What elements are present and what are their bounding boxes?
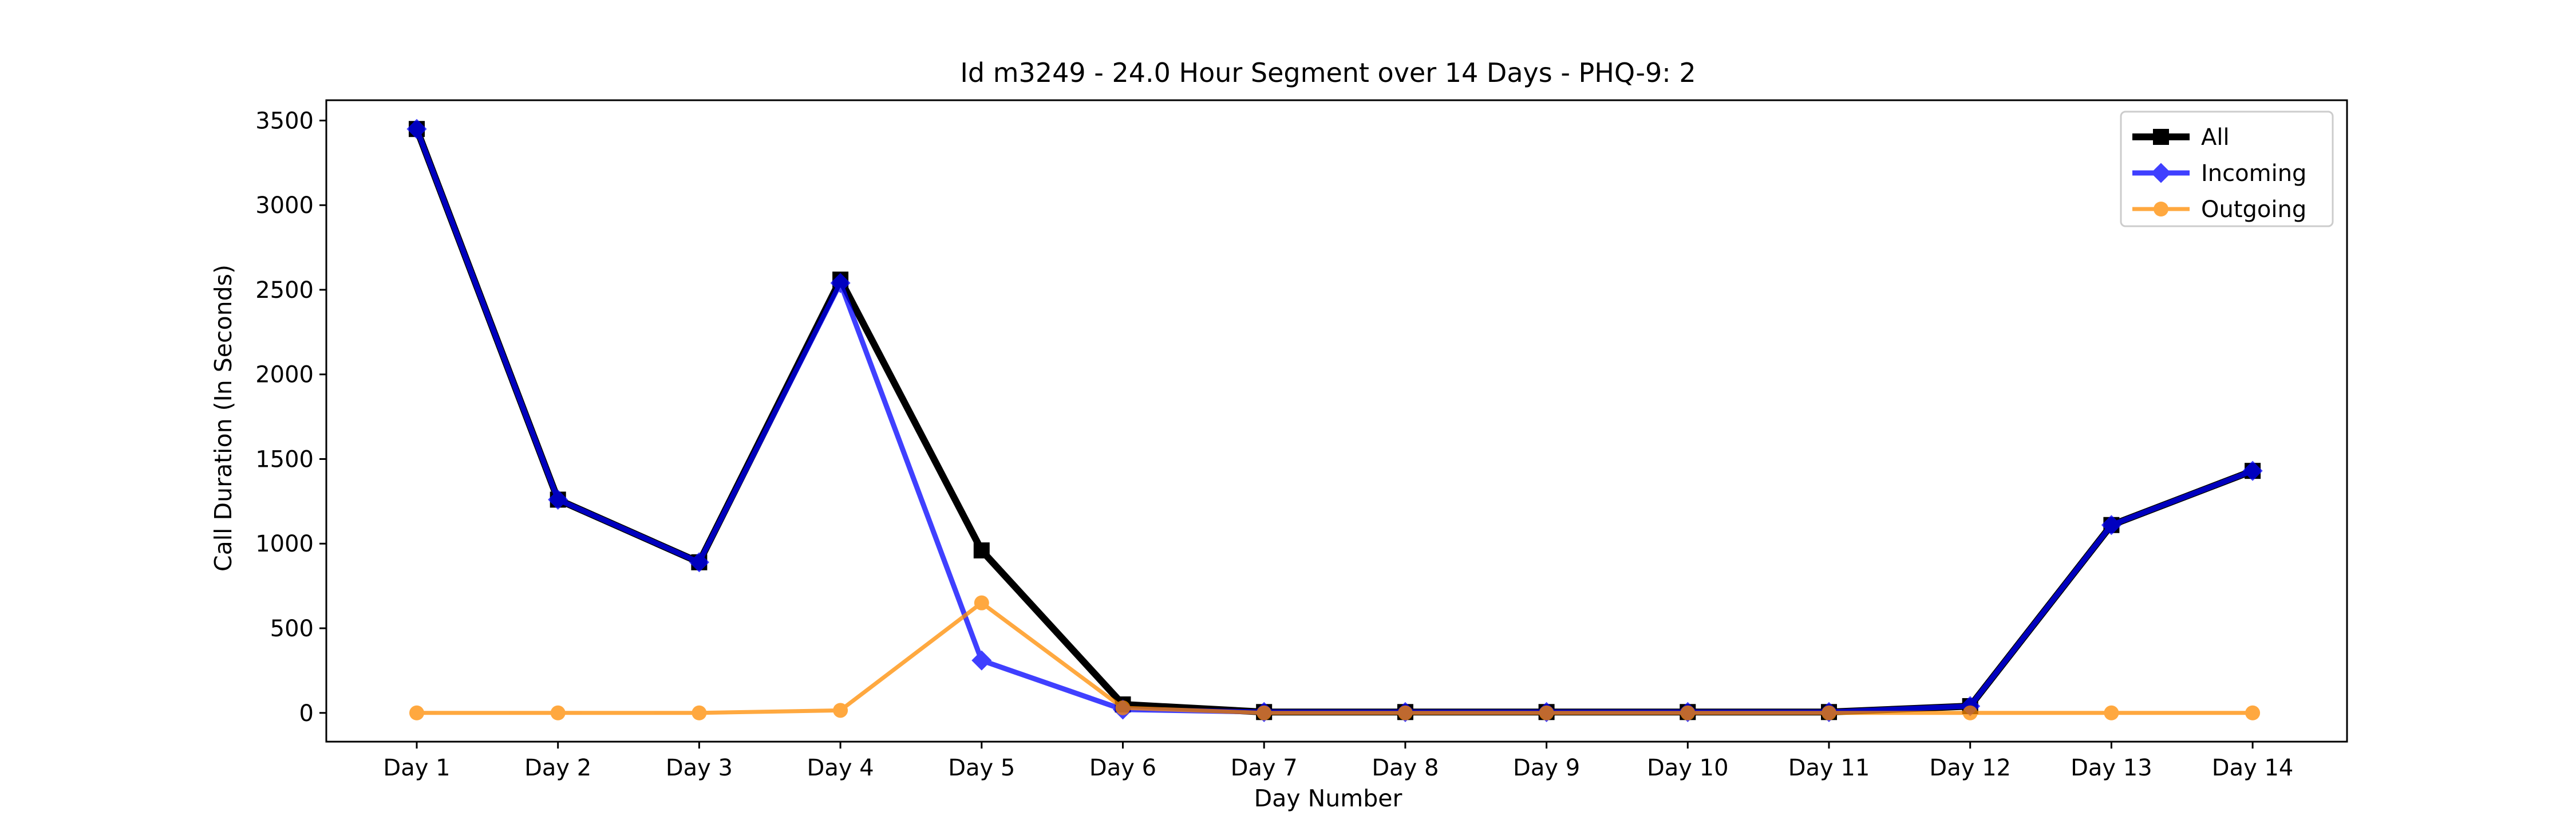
x-tick-label: Day 10 (1647, 755, 1729, 781)
data-point (1397, 705, 1413, 720)
chart-title: Id m3249 - 24.0 Hour Segment over 14 Day… (960, 57, 1696, 88)
data-point (1680, 705, 1696, 720)
legend-entry (2132, 202, 2190, 216)
x-tick-label: Day 14 (2212, 755, 2294, 781)
y-tick-label: 3500 (255, 108, 314, 134)
plot-area: 0 500 1000 1500 2000 2500 3000 3500 Day 1 Day 2 Da… (255, 99, 2348, 781)
data-point (2242, 460, 2263, 481)
data-point (1257, 705, 1272, 720)
data-point (971, 650, 992, 671)
y-tick-label: 2500 (255, 277, 314, 304)
data-point (2104, 705, 2119, 720)
data-point (2101, 515, 2121, 535)
data-point (2245, 705, 2261, 720)
legend-label: All (2201, 124, 2230, 151)
x-tick-label: Day 7 (1231, 755, 1298, 781)
data-point (830, 273, 851, 293)
x-tick-label: Day 1 (383, 755, 450, 781)
y-axis-label: Call Duration (In Seconds) (210, 265, 237, 572)
data-point (1962, 705, 1978, 720)
y-tick-label: 1500 (255, 446, 314, 472)
y-tick-label: 0 (299, 700, 314, 727)
axes-frame (325, 99, 2348, 743)
x-tick-label: Day 8 (1372, 755, 1439, 781)
legend-marker (2151, 163, 2171, 183)
y-tick-label: 1000 (255, 531, 314, 557)
data-point (833, 703, 848, 718)
legend-label: Incoming (2201, 160, 2306, 187)
data-point (550, 705, 566, 720)
x-tick-label: Day 11 (1788, 755, 1870, 781)
legend-entry (2132, 129, 2190, 145)
y-tick-label: 3000 (255, 192, 314, 219)
legend-marker (2154, 202, 2168, 216)
x-tick-label: Day 13 (2071, 755, 2152, 781)
data-point (974, 595, 989, 611)
y-tick-label: 2000 (255, 362, 314, 388)
data-point (1822, 705, 1836, 720)
data-point (689, 552, 709, 573)
series-line (417, 601, 2253, 715)
x-tick-label: Day 5 (948, 755, 1015, 781)
data-point (406, 119, 427, 139)
legend: All Incoming Outgoing (2120, 111, 2334, 227)
x-tick-label: Day 12 (1929, 755, 2011, 781)
x-tick-label: Day 6 (1089, 755, 1156, 781)
data-point (548, 489, 568, 510)
series-outgoing (409, 595, 2261, 720)
x-tick-label: Day 2 (524, 755, 591, 781)
legend-entry (2132, 163, 2190, 183)
data-point (1539, 705, 1554, 720)
data-point (973, 542, 990, 559)
y-tick-label: 500 (270, 616, 314, 642)
data-point (409, 705, 424, 720)
data-point (1115, 700, 1131, 715)
x-tick-label: Day 9 (1513, 755, 1580, 781)
x-tick-label: Day 3 (666, 755, 733, 781)
x-axis-label: Day Number (1254, 785, 1402, 812)
legend-marker (2153, 129, 2169, 145)
data-point (692, 705, 707, 720)
legend-label: Outgoing (2201, 196, 2306, 223)
x-tick-label: Day 4 (807, 755, 874, 781)
